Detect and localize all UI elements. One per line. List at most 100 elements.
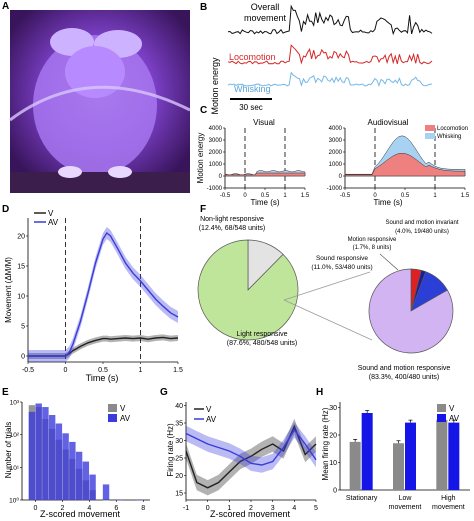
c-left-ytick-label: -1000 [207, 186, 223, 192]
c-right-xtick-label: 1.5 [461, 193, 470, 199]
e-ytick-label: 10² [10, 432, 20, 439]
e-bar-av [62, 433, 69, 500]
legend-swatch-av [108, 414, 117, 422]
g-xtick-label: 0 [206, 505, 210, 512]
panel-g-plot: 40 35 30 25 20 15-1 0 1 2 3 4 5 [175, 402, 318, 512]
h-ytick-label: 10 [329, 460, 337, 467]
panel-e-plot: 10³ 10² 10¹ 10⁰ 0 2 4 6 8 [9, 400, 150, 512]
d-line-av [28, 231, 179, 357]
pie-right-slice-3 [368, 268, 454, 354]
panel-e-legend: V AV [108, 404, 131, 423]
legend-swatch-whisking [425, 133, 435, 139]
d-xtick-label: 1.5 [173, 367, 183, 374]
legend-text-av-e: AV [120, 414, 131, 423]
legend-swatch-v-h [437, 404, 446, 412]
c-right-ytick-label: 3000 [329, 138, 343, 144]
h-category-label: movement [432, 504, 465, 511]
e-bar-av [75, 451, 83, 500]
d-ytick-label: 0 [21, 354, 25, 361]
h-ytick-label: 30 [329, 405, 337, 412]
g-band-av [186, 422, 316, 473]
legend-swatch-locomotion [425, 125, 435, 131]
d-xtick-label: 1 [139, 367, 143, 374]
panel-c-xlabel-left: Time (s) [250, 198, 279, 207]
g-ytick-label: 40 [175, 403, 183, 410]
g-ytick-label: 25 [175, 456, 183, 463]
g-xtick-label: -1 [183, 505, 189, 512]
e-bar-av [69, 441, 76, 500]
trace-label-whisking: Whisking [234, 84, 271, 94]
pie-right-detail-soundmotion: (83.3%, 400/480 units) [369, 374, 439, 381]
c-right-ytick-label: -1000 [327, 186, 343, 192]
g-xtick-label: 4 [292, 505, 296, 512]
panel-h-plot: 30 20 10 0 Stationary Low movement High movement [329, 402, 470, 511]
c-right-xtick-label: 0 [373, 193, 377, 199]
e-bar-av [35, 403, 42, 500]
d-ytick-label: 10 [17, 294, 25, 301]
d-xtick-label: 0.5 [98, 367, 108, 374]
panel-d-plot: 20 15 10 5 0 -0.5 0 0.5 1 1.5 [17, 218, 183, 374]
c-left-locomotion-area [224, 172, 306, 177]
panel-label-e: E [2, 387, 9, 398]
e-bar-av [48, 414, 56, 500]
panel-b-traces [227, 4, 433, 87]
pie-right-label-soundmotion: Sound and motion responsive [358, 365, 451, 372]
c-left-ytick-label: 1000 [209, 162, 223, 168]
pie-right-detail-motion: (1.7%, 8 units) [353, 245, 392, 251]
d-ytick-label: 15 [17, 264, 25, 271]
panel-c-legend: Locomotion Whisking [425, 125, 468, 140]
pie-connector-top [283, 271, 371, 301]
panel-c-title-visual: Visual [253, 118, 275, 127]
pie-left-label-nonlight: Non-light responsive [200, 216, 264, 223]
h-ytick-label: 20 [329, 433, 337, 440]
panel-label-g: G [160, 387, 168, 398]
g-ytick-label: 20 [175, 473, 183, 480]
c-left-ytick-label: 3000 [209, 138, 223, 144]
h-bar-av [361, 413, 373, 490]
c-left-xtick-label: 1 [283, 193, 287, 199]
e-bar-av [42, 407, 49, 500]
d-band-v [28, 334, 178, 359]
trace-label-locomotion: Locomotion [229, 52, 276, 62]
panel-h-legend: V AV [437, 404, 460, 423]
legend-swatch-av-h [437, 414, 446, 422]
d-band-av [28, 227, 178, 362]
c-right-ytick-label: 2000 [329, 150, 343, 156]
e-ytick-label: 10⁰ [9, 497, 19, 505]
panel-label-b: B [200, 2, 207, 13]
h-category-label: High [441, 495, 456, 502]
g-ytick-label: 30 [175, 438, 183, 445]
panel-f-pies [197, 239, 454, 354]
c-left-ytick-label: 4000 [209, 126, 223, 132]
panel-d-ylabel: Movement (ΔM/M) [4, 257, 13, 323]
scalebar-label: 30 sec [239, 103, 263, 112]
panel-c-xlabel-right: Time (s) [373, 198, 402, 207]
pie-leader-motion [379, 253, 399, 271]
c-right-ytick-label: 1000 [329, 162, 343, 168]
panel-d-legend: V AV [34, 209, 59, 227]
pie-left-slice-1 [197, 239, 299, 341]
e-bar-av [102, 484, 110, 500]
legend-text-v-e: V [120, 404, 126, 413]
panel-label-c: C [200, 105, 207, 116]
legend-text-locomotion: Locomotion [437, 126, 468, 132]
g-band-v [186, 418, 316, 496]
pie-right-label-motion: Motion responsive [348, 237, 397, 243]
pie-connector-bottom [283, 299, 373, 341]
legend-text-v-g: V [206, 405, 212, 414]
legend-text-v-h: V [449, 404, 455, 413]
panel-d-xlabel: Time (s) [86, 373, 119, 383]
panel-label-d: D [2, 204, 9, 215]
panel-c-ylabel: Motion energy [196, 133, 205, 184]
h-category-label: Low [399, 495, 413, 502]
h-category-label: movement [389, 504, 422, 511]
g-ytick-label: 35 [175, 421, 183, 428]
e-xtick-label: 4 [87, 505, 91, 512]
legend-text-whisking: Whisking [437, 134, 461, 140]
panel-label-a: A [2, 1, 9, 12]
c-left-xtick-label: 0 [243, 193, 247, 199]
panel-b-ylabel: Motion energy [210, 57, 220, 115]
panel-label-h: H [316, 387, 323, 398]
